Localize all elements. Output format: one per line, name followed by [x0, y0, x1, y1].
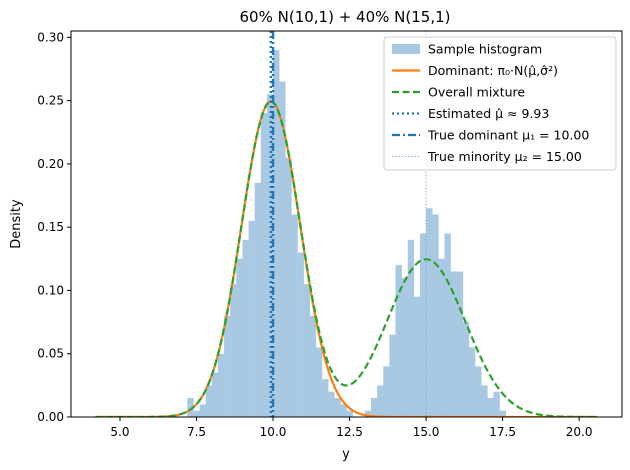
histogram-bar	[413, 296, 421, 417]
mixture-curve	[95, 100, 598, 417]
legend-box	[383, 36, 617, 171]
y-tick-label: 0.05	[37, 347, 64, 361]
legend-label: True minority μ₂ = 15.00	[427, 149, 582, 164]
y-tick-label: 0.20	[37, 157, 64, 171]
histogram-bar	[199, 404, 206, 417]
histogram-bar	[193, 410, 200, 417]
x-tick-label: 20.0	[566, 425, 593, 439]
histogram-bar	[450, 271, 457, 417]
histogram-bar	[407, 239, 415, 417]
histogram-bar	[340, 404, 347, 417]
histogram-bar	[432, 214, 439, 417]
histogram-bar	[487, 398, 494, 417]
histogram-bar	[462, 322, 470, 417]
histogram-bar	[383, 366, 390, 417]
histogram-bars	[187, 49, 506, 417]
legend-swatch	[392, 44, 420, 54]
y-tick-label: 0.30	[37, 30, 64, 44]
legend-label: True dominant μ₁ = 10.00	[427, 128, 589, 143]
histogram-bar	[217, 353, 225, 417]
chart-title: 60% N(10,1) + 40% N(15,1)	[240, 8, 451, 26]
histogram-bar	[260, 113, 268, 417]
histogram-bar	[328, 391, 335, 417]
legend-item-true-dominant-mean: True dominant μ₁ = 10.00	[392, 128, 589, 143]
histogram-bar	[236, 258, 243, 417]
x-axis-label: y	[342, 447, 350, 462]
legend-label: Sample histogram	[428, 42, 542, 57]
histogram-bar	[297, 252, 304, 417]
dominant-curve	[95, 100, 598, 417]
legend-item-dominant: Dominant: π₀·N(μ̂,σ̂²)	[392, 63, 558, 78]
histogram-bar	[254, 182, 262, 417]
x-tick-label: 5.0	[110, 425, 129, 439]
histogram-bar	[438, 258, 445, 417]
histogram-bar	[468, 347, 476, 417]
y-tick-label: 0.25	[37, 94, 64, 108]
legend-label: Dominant: π₀·N(μ̂,σ̂²)	[428, 63, 558, 78]
x-tick-label: 17.5	[489, 425, 516, 439]
histogram-bar	[291, 214, 298, 417]
x-tick-label: 15.0	[413, 425, 440, 439]
histogram-bar	[419, 233, 427, 417]
histogram-bar	[389, 334, 396, 417]
curve-layer	[95, 100, 598, 417]
legend: Sample histogram Dominant: π₀·N(μ̂,σ̂²) Ov…	[383, 36, 617, 171]
histogram-bar	[475, 366, 482, 417]
y-axis: 0.00 0.05 0.10 0.15 0.20 0.25 0.30	[37, 30, 71, 424]
histogram-bar	[456, 271, 464, 417]
histogram-bar	[444, 233, 451, 417]
histogram-bar	[481, 385, 488, 417]
legend-label: Estimated μ̂ ≈ 9.93	[428, 106, 549, 121]
histogram-bar	[242, 239, 249, 417]
x-tick-label: 12.5	[336, 425, 363, 439]
histogram-bar	[230, 284, 237, 417]
legend-label: Overall mixture	[428, 85, 525, 100]
y-tick-label: 0.15	[37, 220, 64, 234]
histogram-bar	[211, 372, 219, 417]
histogram-bar	[205, 385, 213, 417]
histogram-bar	[279, 81, 286, 417]
histogram-bar	[377, 385, 384, 417]
histogram-bar	[315, 347, 323, 417]
y-tick-label: 0.10	[37, 283, 64, 297]
histogram-bar	[273, 49, 280, 417]
histogram-bar	[499, 410, 506, 417]
histogram-bar	[187, 398, 194, 417]
histogram-bar	[285, 157, 292, 417]
histogram-bar	[370, 398, 378, 417]
x-axis: 5.0 7.5 10.0 12.5 15.0 17.5 20.0	[110, 417, 593, 439]
histogram-bar	[309, 315, 317, 417]
legend-item-mixture: Overall mixture	[392, 85, 525, 100]
legend-item-estimated-mean: Estimated μ̂ ≈ 9.93	[392, 106, 549, 121]
legend-item-true-minority-mean: True minority μ₂ = 15.00	[392, 149, 582, 164]
histogram-bar	[426, 208, 433, 417]
y-tick-label: 0.00	[37, 410, 64, 424]
histogram-bar	[346, 410, 353, 417]
histogram-bar	[395, 265, 402, 417]
legend-item-histogram: Sample histogram	[392, 42, 542, 57]
histogram-bar	[266, 94, 274, 417]
histogram-bar	[334, 398, 341, 417]
histogram-bar	[303, 284, 311, 417]
plot-frame	[70, 30, 623, 418]
x-tick-label: 10.0	[260, 425, 287, 439]
x-tick-label: 7.5	[187, 425, 206, 439]
histogram-bar	[224, 315, 231, 417]
histogram-bar	[364, 410, 372, 417]
histogram-bar	[401, 277, 409, 417]
histogram-bar	[322, 379, 329, 417]
histogram-bar	[248, 220, 255, 417]
y-axis-label: Density	[9, 199, 24, 249]
histogram-bar	[493, 391, 500, 417]
